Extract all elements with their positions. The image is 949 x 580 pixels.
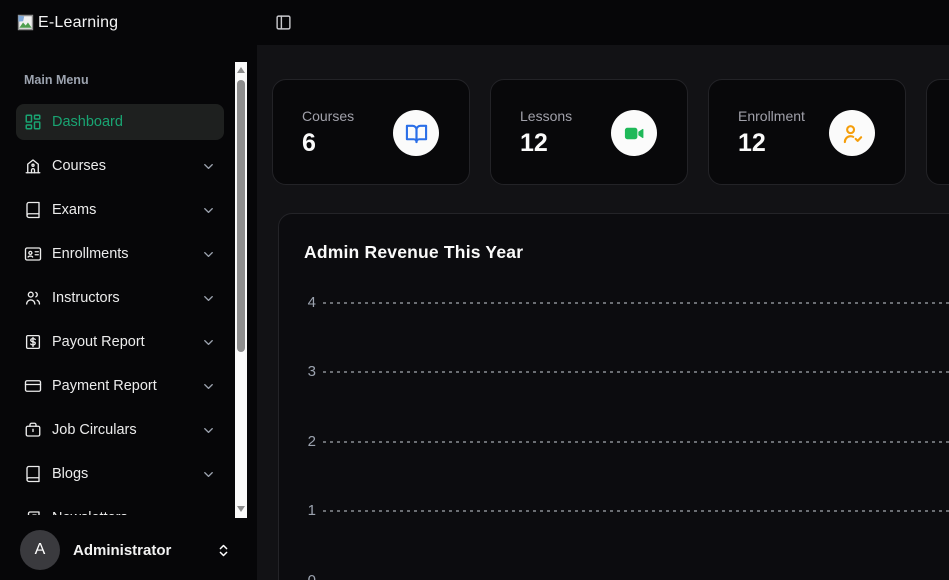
stat-card-partial[interactable] xyxy=(926,79,949,185)
broken-image-icon xyxy=(15,12,36,33)
chevron-down-icon xyxy=(201,511,216,516)
brand-name: E-Learning xyxy=(38,13,119,31)
open-book-icon xyxy=(393,110,439,156)
user-check-icon xyxy=(829,110,875,156)
y-axis-tick: 1 xyxy=(307,502,316,519)
chevron-down-icon xyxy=(201,335,216,350)
credit-card-icon xyxy=(24,377,42,395)
gridline-row: 4 xyxy=(279,295,949,310)
dashboard-content: Courses 6 Lessons 12 Enrollment 12 xyxy=(257,45,949,580)
brand-logo[interactable]: E-Learning xyxy=(15,12,118,33)
sidebar-toggle-button[interactable] xyxy=(275,14,292,31)
sidebar-item-label: Dashboard xyxy=(52,114,123,130)
sidebar-item-newsletters[interactable]: Newsletters xyxy=(16,500,224,515)
users-icon xyxy=(24,289,42,307)
sidebar-item-label: Blogs xyxy=(52,466,89,482)
chevron-down-icon xyxy=(201,379,216,394)
gridline xyxy=(323,440,949,443)
sidebar-item-enrollments[interactable]: Enrollments xyxy=(16,236,224,272)
chevron-down-icon xyxy=(201,247,216,262)
gridline-row: 2 xyxy=(279,434,949,449)
sidebar-item-label: Newsletters xyxy=(52,510,128,515)
gridline xyxy=(323,370,949,373)
stat-card-enrollment[interactable]: Enrollment 12 xyxy=(708,79,906,185)
menu-section-label: Main Menu xyxy=(24,73,89,87)
scrollbar-thumb[interactable] xyxy=(237,80,245,352)
y-axis-tick: 3 xyxy=(307,363,316,380)
sidebar-item-label: Instructors xyxy=(52,290,120,306)
chevron-down-icon xyxy=(201,423,216,438)
gridline xyxy=(323,509,949,512)
book-icon xyxy=(24,201,42,219)
video-camera-icon xyxy=(611,110,657,156)
sidebar: E-Learning Main Menu Dashboard Courses xyxy=(0,0,257,580)
sidebar-item-label: Enrollments xyxy=(52,246,129,262)
layout-dashboard-icon xyxy=(24,113,42,131)
sidebar-item-instructors[interactable]: Instructors xyxy=(16,280,224,316)
stat-value: 12 xyxy=(520,129,548,157)
school-icon xyxy=(24,157,42,175)
sidebar-item-exams[interactable]: Exams xyxy=(16,192,224,228)
dollar-square-icon xyxy=(24,333,42,351)
gridline xyxy=(323,301,949,304)
chevron-down-icon xyxy=(201,291,216,306)
gridline-row: 0 xyxy=(279,573,949,580)
sidebar-item-label: Payment Report xyxy=(52,378,157,394)
notebook-icon xyxy=(24,465,42,483)
scroll-up-arrow-icon[interactable] xyxy=(237,67,245,73)
chevrons-up-down-icon xyxy=(216,543,231,558)
sidebar-item-payout-report[interactable]: Payout Report xyxy=(16,324,224,360)
chevron-down-icon xyxy=(201,159,216,174)
sidebar-item-blogs[interactable]: Blogs xyxy=(16,456,224,492)
y-axis-tick: 0 xyxy=(279,573,316,580)
topbar xyxy=(257,0,949,45)
sidebar-item-label: Courses xyxy=(52,158,106,174)
user-menu[interactable]: A Administrator xyxy=(20,530,245,570)
gridline-row: 3 xyxy=(279,364,949,379)
sidebar-item-label: Exams xyxy=(52,202,97,218)
scroll-down-arrow-icon[interactable] xyxy=(237,506,245,512)
main-area: Courses 6 Lessons 12 Enrollment 12 xyxy=(257,0,949,580)
sidebar-item-label: Payout Report xyxy=(52,334,145,350)
user-name: Administrator xyxy=(73,541,172,559)
stat-value: 6 xyxy=(302,129,316,157)
gridline-row: 1 xyxy=(279,503,949,518)
id-card-icon xyxy=(24,245,42,263)
y-axis-tick: 4 xyxy=(307,294,316,311)
sidebar-item-label: Job Circulars xyxy=(52,422,137,438)
stat-card-lessons[interactable]: Lessons 12 xyxy=(490,79,688,185)
chart-title: Admin Revenue This Year xyxy=(304,242,524,262)
stat-label: Lessons xyxy=(520,108,573,124)
stat-label: Courses xyxy=(302,108,355,124)
sidebar-scrollbar[interactable] xyxy=(235,62,247,518)
sidebar-item-payment-report[interactable]: Payment Report xyxy=(16,368,224,404)
briefcase-icon xyxy=(24,421,42,439)
sidebar-menu: Main Menu Dashboard Courses xyxy=(0,58,232,515)
sidebar-item-courses[interactable]: Courses xyxy=(16,148,224,184)
sidebar-item-job-circulars[interactable]: Job Circulars xyxy=(16,412,224,448)
stat-card-courses[interactable]: Courses 6 xyxy=(272,79,470,185)
chevron-down-icon xyxy=(201,203,216,218)
revenue-chart-panel: Admin Revenue This Year 4 3 2 1 xyxy=(278,213,949,580)
stat-value: 12 xyxy=(738,129,766,157)
stat-label: Enrollment xyxy=(738,108,805,124)
stat-cards-row: Courses 6 Lessons 12 Enrollment 12 xyxy=(272,79,949,185)
chevron-down-icon xyxy=(201,467,216,482)
avatar: A xyxy=(20,530,60,570)
y-axis-tick: 2 xyxy=(307,433,316,450)
newspaper-icon xyxy=(24,509,42,515)
sidebar-item-dashboard[interactable]: Dashboard xyxy=(16,104,224,140)
